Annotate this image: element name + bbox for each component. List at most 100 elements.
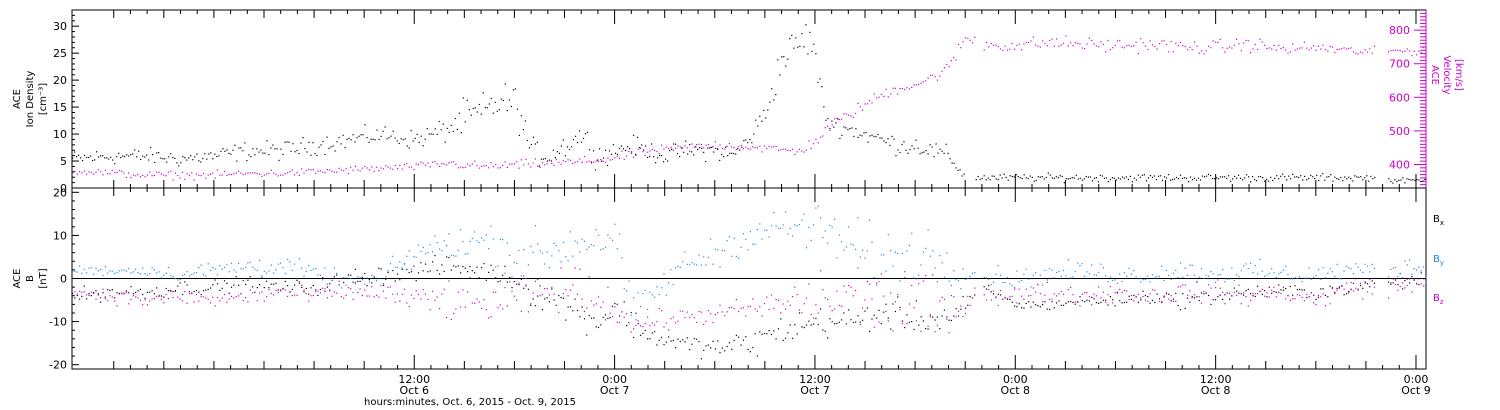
bz-point: [268, 289, 270, 291]
density-point: [110, 156, 112, 158]
bz-point: [857, 267, 859, 269]
bz-point: [389, 286, 392, 288]
density-point: [1348, 176, 1350, 178]
by-point: [929, 255, 931, 257]
b-y-tick-label: 10: [53, 229, 67, 242]
bz-point: [1025, 288, 1027, 290]
bx-point: [661, 336, 663, 338]
density-point: [236, 160, 238, 162]
bx-point: [308, 293, 310, 295]
velocity-point: [731, 146, 733, 148]
velocity-point: [1259, 38, 1261, 40]
velocity-point: [1186, 49, 1189, 51]
bz-point: [537, 279, 539, 281]
by-point: [291, 269, 293, 272]
velocity-point: [551, 162, 553, 164]
bx-point: [422, 270, 424, 272]
density-point: [132, 153, 134, 155]
bz-point: [88, 294, 90, 296]
velocity-point: [172, 179, 174, 181]
by-point: [927, 229, 929, 231]
by-point: [1261, 270, 1263, 272]
bz-point: [777, 299, 780, 301]
bx-point: [946, 316, 948, 318]
bz-point: [340, 296, 342, 298]
by-point: [1238, 276, 1240, 278]
bz-point: [1345, 282, 1348, 284]
density-point: [1017, 176, 1019, 178]
bx-point: [364, 272, 366, 275]
bz-point: [679, 310, 681, 312]
density-point: [895, 155, 897, 157]
bx-point: [890, 328, 892, 330]
velocity-point: [607, 157, 609, 159]
by-point: [1072, 276, 1074, 278]
bz-point: [513, 295, 515, 297]
by-point: [158, 271, 160, 273]
by-point: [1352, 273, 1355, 275]
bx-point: [387, 271, 389, 274]
bx-point: [209, 287, 212, 289]
bx-point: [1355, 277, 1357, 280]
bz-point: [670, 318, 672, 320]
density-point: [592, 150, 595, 152]
bx-point: [1142, 290, 1144, 292]
velocity-point: [1165, 43, 1168, 46]
bx-point: [1088, 300, 1090, 302]
bx-point: [221, 287, 223, 289]
by-point: [392, 255, 394, 257]
density-point: [1111, 177, 1113, 179]
bx-point: [352, 281, 354, 283]
by-point: [1324, 277, 1326, 279]
by-point: [1130, 273, 1132, 275]
bz-point: [478, 301, 480, 303]
velocity-point: [756, 147, 758, 149]
bx-point: [686, 337, 688, 339]
bz-point: [1109, 286, 1111, 288]
bx-point: [322, 277, 324, 279]
bx-point: [974, 294, 976, 296]
bz-point: [1168, 298, 1170, 300]
bx-point: [558, 295, 560, 297]
bz-point: [992, 290, 995, 292]
density-point: [230, 153, 232, 155]
by-point: [1236, 274, 1238, 276]
velocity-point: [691, 143, 693, 145]
velocity-point: [319, 170, 321, 172]
density-point: [222, 148, 224, 150]
density-point: [1258, 176, 1260, 178]
by-point: [850, 243, 852, 245]
bx-point: [777, 328, 780, 330]
by-point: [1226, 278, 1228, 280]
by-point: [679, 266, 681, 268]
velocity-point: [118, 170, 120, 172]
velocity-point: [467, 163, 469, 165]
velocity-point: [992, 44, 995, 46]
velocity-point: [1121, 46, 1123, 48]
bx-point: [116, 292, 118, 294]
bx-point: [611, 305, 614, 307]
bx-point: [1053, 307, 1055, 309]
by-point: [1105, 275, 1107, 277]
density-point: [625, 149, 627, 152]
bx-point: [389, 277, 392, 280]
bz-point: [1165, 292, 1168, 294]
velocity-point: [1037, 45, 1039, 47]
bx-point: [988, 285, 990, 287]
density-point: [1123, 177, 1125, 179]
by-point: [1011, 285, 1013, 287]
bx-point: [626, 324, 628, 327]
velocity-point: [259, 173, 261, 175]
by-point: [252, 266, 254, 268]
bz-point: [1072, 294, 1074, 296]
density-point: [602, 157, 605, 159]
density-point: [616, 153, 619, 155]
velocity-point: [537, 165, 539, 167]
bx-point: [1243, 294, 1245, 296]
bx-point: [590, 317, 593, 319]
bz-point: [1018, 288, 1020, 290]
bx-point: [576, 309, 579, 312]
bx-point: [950, 319, 952, 321]
velocity-point: [796, 151, 798, 153]
bz-point: [156, 295, 158, 298]
